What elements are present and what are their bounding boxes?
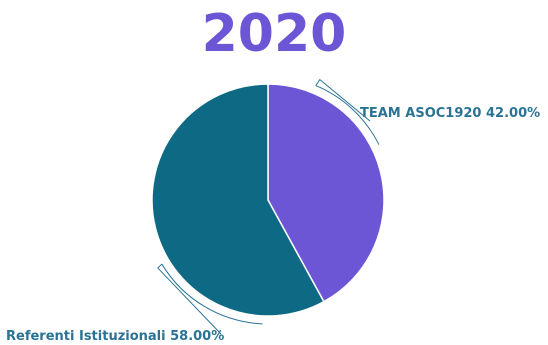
chart-title: 2020 <box>201 4 347 64</box>
slice-label-1: TEAM ASOC1920 42.00% <box>360 106 540 121</box>
leader-line-2 <box>161 263 263 325</box>
leader-connector-1 <box>315 78 371 122</box>
leader-connector-2 <box>157 263 222 335</box>
leader-line-1 <box>315 85 380 145</box>
pie-slice-1 <box>267 83 385 303</box>
pie-slice-2 <box>151 83 325 317</box>
slice-label-2: Referenti Istituzionali 58.00% <box>6 329 224 344</box>
